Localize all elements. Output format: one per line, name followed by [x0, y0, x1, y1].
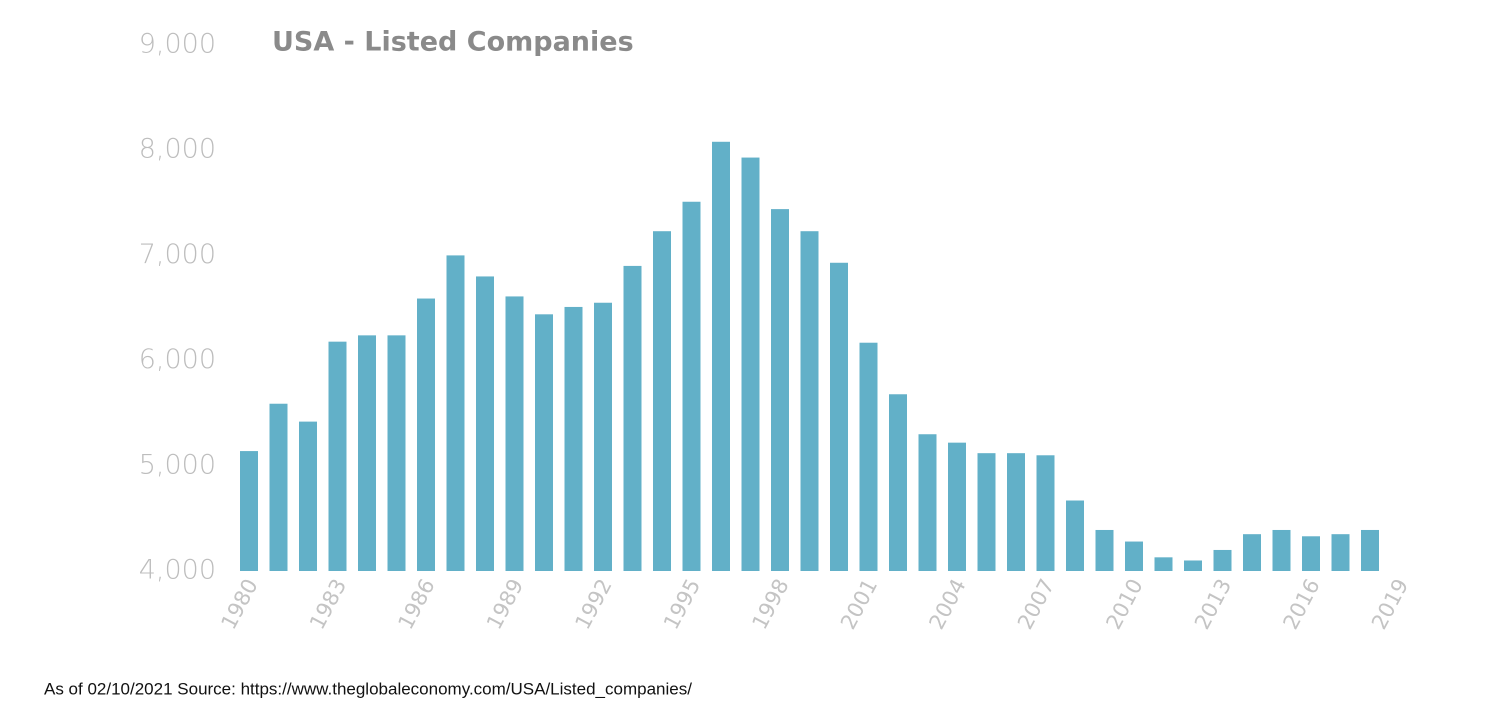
- bar: [1036, 455, 1055, 571]
- bar: [623, 265, 642, 571]
- bar: [830, 262, 848, 571]
- bar: [240, 451, 258, 571]
- bar: [1007, 453, 1025, 571]
- bar: [358, 335, 376, 571]
- bar: [387, 335, 406, 571]
- y-tick-label: 9,000: [139, 29, 216, 60]
- x-tick-label: 2001: [836, 575, 882, 633]
- x-tick-label: 2010: [1101, 575, 1147, 633]
- y-tick-label: 8,000: [139, 134, 216, 165]
- bar: [1302, 536, 1320, 571]
- x-tick-label: 2019: [1367, 575, 1413, 633]
- bar: [328, 341, 347, 571]
- bar: [653, 231, 671, 572]
- x-tick-label: 1983: [305, 575, 351, 633]
- bar: [712, 141, 730, 571]
- bar: [682, 201, 701, 572]
- bar: [977, 453, 996, 571]
- chart-title: USA - Listed Companies: [272, 27, 634, 58]
- bar: [1095, 529, 1114, 571]
- x-tick-label: 2004: [924, 575, 970, 633]
- bar: [1213, 549, 1232, 571]
- bar: [948, 442, 966, 571]
- bar: [1361, 529, 1379, 571]
- bar: [1272, 529, 1291, 571]
- bar: [476, 276, 494, 571]
- bar: [859, 342, 878, 571]
- x-tick-label: 1995: [659, 575, 705, 633]
- bar: [800, 231, 819, 572]
- x-tick-label: 2013: [1190, 575, 1236, 633]
- bar: [918, 434, 937, 571]
- x-tick-label: 1986: [393, 575, 439, 633]
- y-tick-label: 4,000: [139, 555, 216, 586]
- bar: [535, 314, 553, 571]
- x-tick-label: 2016: [1278, 575, 1324, 633]
- bar: [1331, 534, 1350, 571]
- bar: [594, 302, 612, 571]
- bar: [1066, 500, 1084, 571]
- bar: [299, 421, 317, 571]
- bar: [1184, 560, 1202, 571]
- bar: [446, 255, 465, 571]
- x-tick-label: 1980: [216, 575, 262, 633]
- bar: [771, 209, 789, 571]
- x-tick-label: 1992: [570, 575, 616, 633]
- bar: [564, 306, 583, 571]
- bar: [505, 296, 524, 571]
- x-tick-label: 2007: [1013, 575, 1059, 633]
- bar: [1154, 557, 1173, 571]
- y-tick-label: 6,000: [139, 344, 216, 375]
- bar: [417, 298, 435, 571]
- y-tick-label: 7,000: [139, 239, 216, 270]
- source-note: As of 02/10/2021 Source: https://www.the…: [44, 679, 692, 698]
- bar: [741, 157, 760, 571]
- y-tick-label: 5,000: [139, 449, 216, 480]
- bar: [269, 403, 288, 571]
- bar: [889, 394, 907, 571]
- bar: [1125, 541, 1143, 571]
- x-tick-label: 1998: [747, 575, 793, 633]
- x-tick-label: 1989: [482, 575, 528, 633]
- bar: [1243, 534, 1261, 571]
